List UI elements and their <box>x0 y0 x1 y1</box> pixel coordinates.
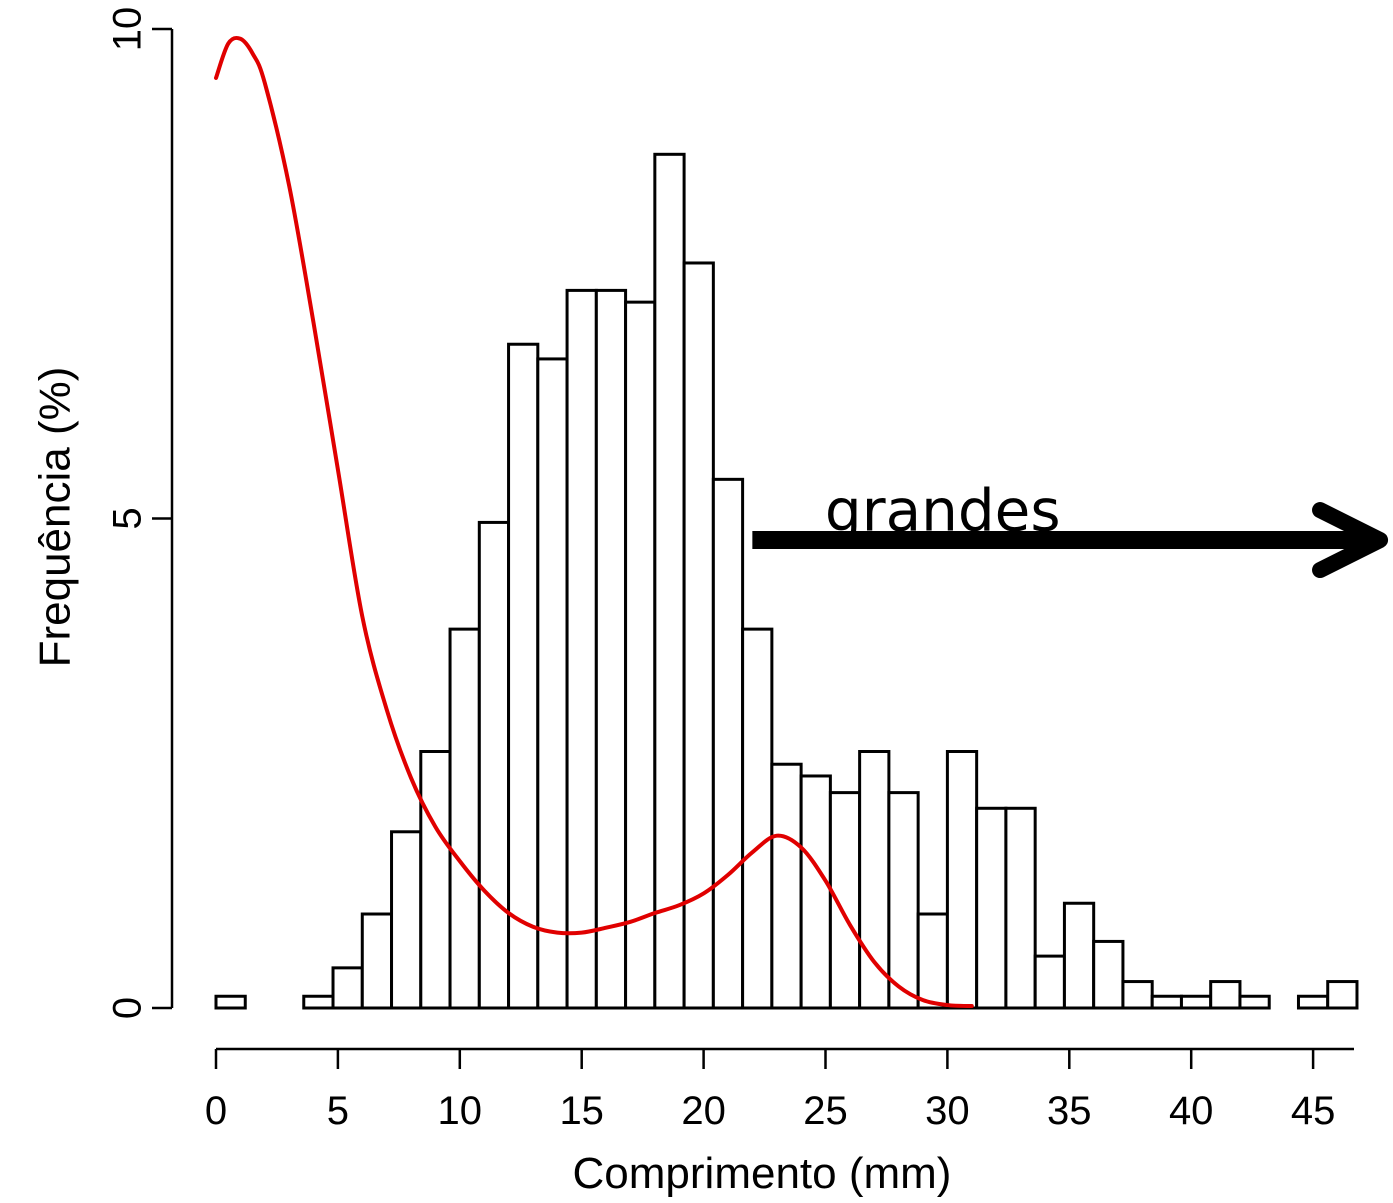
x-tick-label: 30 <box>925 1089 970 1133</box>
histogram-bar <box>1150 994 1183 1010</box>
histogram-bar <box>1209 980 1242 1010</box>
histogram-bar <box>1179 994 1213 1010</box>
histogram-bar <box>1062 901 1096 1010</box>
histogram-bar <box>1121 980 1154 1010</box>
density-curve <box>214 35 974 1009</box>
histogram-bar <box>507 342 540 1010</box>
x-tick-label: 0 <box>205 1089 227 1133</box>
histogram-bar <box>1296 994 1330 1010</box>
x-tick-label: 25 <box>803 1089 848 1133</box>
x-tick-label: 5 <box>327 1089 349 1133</box>
histogram-bar <box>916 912 949 1010</box>
histogram-bar <box>711 477 745 1010</box>
histogram-bar <box>419 750 452 1010</box>
annotations-layer: grandes <box>752 477 1389 579</box>
histogram-bar <box>858 750 891 1010</box>
histogram-bars <box>214 152 1359 1010</box>
x-tick-label: 10 <box>438 1089 483 1133</box>
histogram-bar <box>945 750 979 1010</box>
x-tick-label: 45 <box>1291 1089 1336 1133</box>
histogram-bar <box>360 912 394 1010</box>
histogram-bar <box>594 288 628 1010</box>
histogram-bar <box>975 806 1008 1010</box>
x-tick-label: 20 <box>681 1089 726 1133</box>
annotation-label: grandes <box>825 477 1061 545</box>
histogram-bar <box>302 994 335 1010</box>
histogram-bar <box>1092 939 1125 1010</box>
histogram-bar <box>390 830 423 1010</box>
histogram-bar <box>1033 954 1066 1010</box>
histogram-bar <box>1004 806 1037 1010</box>
y-tick-label: 0 <box>106 997 150 1019</box>
histogram-bar <box>536 357 569 1010</box>
histogram-bar <box>1326 980 1359 1010</box>
axes: 0 5 10 Frequência (%) 0 5 10 15 20 25 30 35 40 45 Comp… <box>31 7 1354 1198</box>
x-tick-label: 15 <box>559 1089 604 1133</box>
x-tick-label: 40 <box>1169 1089 1214 1133</box>
histogram-bar <box>624 300 657 1010</box>
histogram-bar <box>799 774 832 1010</box>
histogram-bar <box>1238 994 1271 1010</box>
histogram-bar <box>653 152 686 1010</box>
y-tick-label: 10 <box>106 7 150 52</box>
density-curve-layer <box>214 35 974 1009</box>
arrow-head-icon <box>1312 502 1389 579</box>
y-tick-label: 5 <box>106 507 150 529</box>
histogram-bar <box>887 791 920 1010</box>
histogram-bar <box>448 627 481 1010</box>
histogram-bar <box>770 762 803 1010</box>
x-axis-title: Comprimento (mm) <box>573 1149 952 1198</box>
x-tick-label: 35 <box>1047 1089 1092 1133</box>
histogram-bar <box>331 966 364 1010</box>
histogram-bar <box>741 627 774 1010</box>
histogram-bar <box>565 288 598 1010</box>
histogram-bar <box>214 994 247 1010</box>
histogram-bar <box>682 261 715 1010</box>
y-axis-title: Frequência (%) <box>31 367 80 668</box>
histogram-bar <box>477 520 511 1010</box>
